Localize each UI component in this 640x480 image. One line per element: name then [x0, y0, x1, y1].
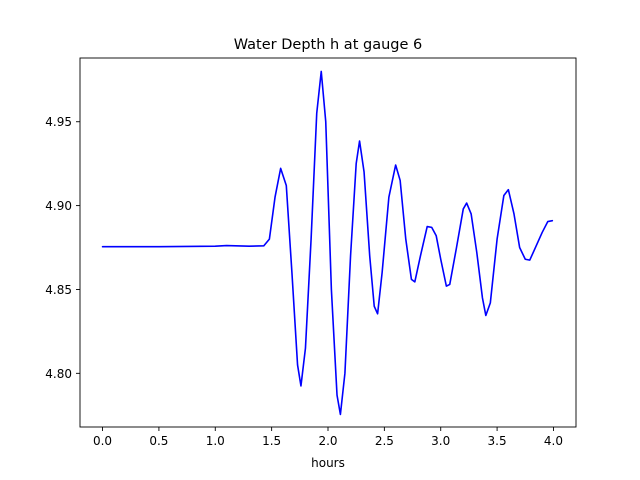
- plot-area: 0.0 0.5 1.0 1.5 2.0 2.5 3.0 3.5 4.0 4.80 4.85 4.90 4…: [45, 57, 577, 448]
- y-tick-label: 4.80: [45, 367, 72, 381]
- x-tick-label: 4.0: [544, 434, 563, 448]
- x-tick-label: 2.0: [318, 434, 337, 448]
- y-tick-label: 4.85: [45, 283, 72, 297]
- x-axis-label: hours: [311, 456, 345, 470]
- y-tick-label: 4.95: [45, 115, 72, 129]
- series-line-0: [101, 70, 554, 416]
- x-tick-label: 1.0: [206, 434, 225, 448]
- x-tick-label: 1.5: [262, 434, 281, 448]
- chart-title: Water Depth h at gauge 6: [234, 37, 422, 53]
- x-tick-label: 3.0: [431, 434, 450, 448]
- x-tick-label: 0.5: [149, 434, 168, 448]
- y-tick-label: 4.90: [45, 199, 72, 213]
- x-tick-label: 3.5: [488, 434, 507, 448]
- x-tick-label: 0.0: [93, 434, 112, 448]
- x-tick-label: 2.5: [375, 434, 394, 448]
